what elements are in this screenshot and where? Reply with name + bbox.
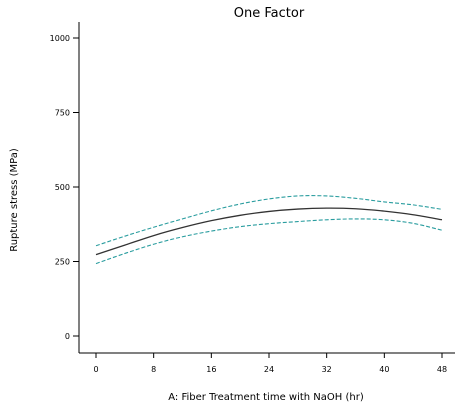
x-tick-label: 16 [206,365,216,374]
x-tick-label: 40 [379,365,389,374]
y-tick-label: 1000 [50,34,70,43]
x-axis-label: A: Fiber Treatment time with NaOH (hr) [168,392,364,403]
x-tick-label: 48 [437,365,447,374]
y-tick-label: 500 [55,183,70,192]
x-axis-ticks: 0 8 16 24 32 40 48 [93,353,447,374]
x-tick-label: 24 [264,365,274,374]
upper-line [95,195,443,247]
series-lines [95,195,443,265]
lower-line [95,218,443,265]
x-tick-label: 8 [151,365,156,374]
x-tick-label: 32 [322,365,332,374]
y-axis-label: Rupture stress (MPa) [9,148,20,252]
y-tick-label: 250 [55,258,70,267]
prediction-line [95,207,443,256]
y-axis-ticks: 0 250 500 750 1000 [50,34,79,341]
y-tick-label: 750 [55,109,70,118]
chart-title: One Factor [234,6,305,21]
y-tick-label: 0 [65,332,70,341]
plot-frame [78,22,455,354]
x-tick-label: 0 [93,365,98,374]
